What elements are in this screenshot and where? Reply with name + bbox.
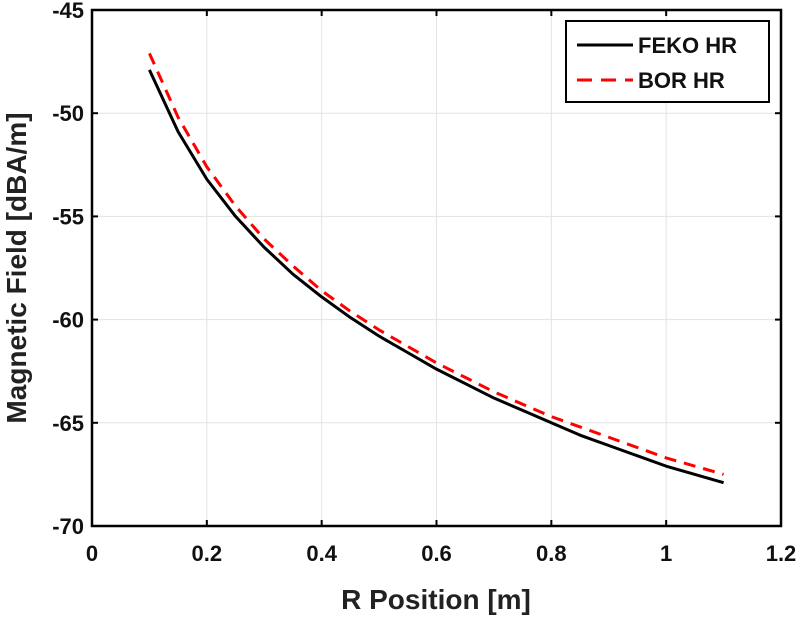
legend-label-feko-hr: FEKO HR — [638, 33, 737, 58]
x-tick-label: 0.4 — [306, 541, 337, 566]
y-tick-label: -45 — [52, 0, 84, 23]
y-tick-label: -65 — [52, 411, 84, 436]
y-axis-title: Magnetic Field [dBA/m] — [1, 112, 32, 423]
series-layer — [148, 52, 724, 485]
x-axis-title: R Position [m] — [341, 584, 531, 615]
x-tick-label: 1 — [660, 541, 672, 566]
series-line-bor-hr — [148, 52, 724, 476]
x-tick-label: 1.2 — [766, 541, 797, 566]
x-tick-label: 0.2 — [192, 541, 223, 566]
legend-label-bor-hr: BOR HR — [638, 68, 725, 93]
x-tick-label: 0.6 — [421, 541, 452, 566]
legend: FEKO HR BOR HR — [565, 20, 770, 103]
y-tick-label: -50 — [52, 101, 84, 126]
series-line-feko-hr — [148, 69, 724, 485]
tick-layer: 0 0.2 0.4 0.6 0.8 1 1.2 -70 -65 -60 -55 -50 -45 — [52, 0, 796, 566]
y-tick-label: -70 — [52, 514, 84, 539]
x-tick-label: 0.8 — [536, 541, 567, 566]
y-tick-label: -60 — [52, 308, 84, 333]
y-tick-label: -55 — [52, 204, 84, 229]
x-tick-label: 0 — [86, 541, 98, 566]
legend-box — [565, 20, 770, 103]
